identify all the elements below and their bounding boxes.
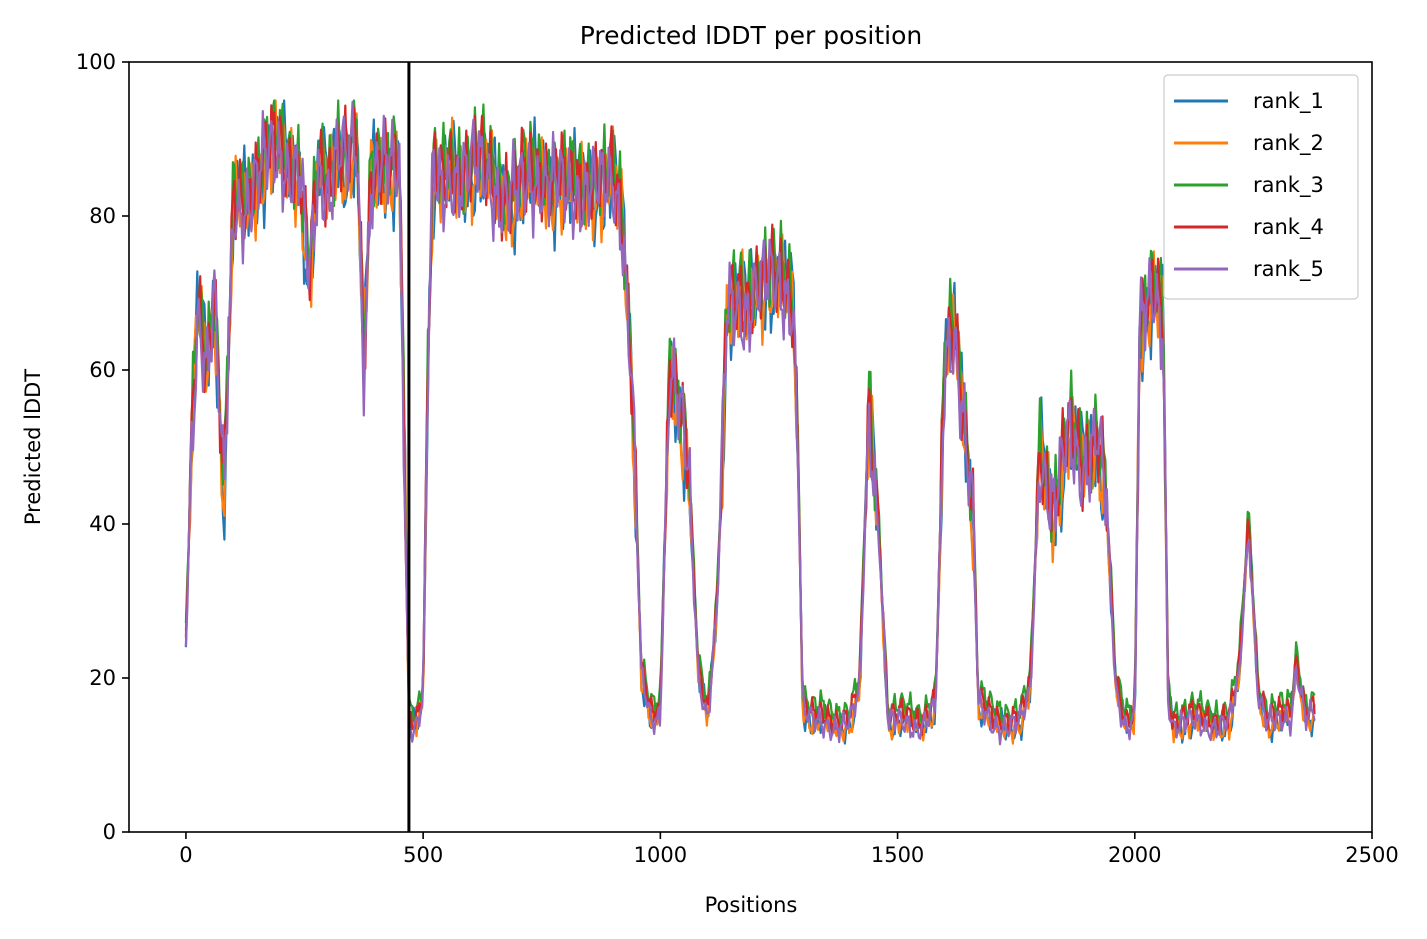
chart-title: Predicted lDDT per position (580, 21, 922, 50)
y-tick-label: 0 (103, 820, 116, 844)
x-axis-label: Positions (705, 893, 798, 917)
y-tick-label: 60 (89, 358, 116, 382)
x-tick-label: 1000 (634, 843, 687, 867)
x-tick-label: 2000 (1108, 843, 1161, 867)
legend-label-rank_4: rank_4 (1253, 215, 1324, 240)
plot-frame (128, 61, 1373, 833)
x-axis-ticks: 0 500 1000 1500 2000 2500 (179, 832, 1399, 867)
legend-label-rank_3: rank_3 (1253, 173, 1324, 198)
x-tick-label: 500 (403, 843, 443, 867)
y-tick-label: 80 (89, 204, 116, 228)
legend-label-rank_1: rank_1 (1253, 89, 1324, 114)
series-lines (184, 99, 1316, 746)
legend-box (1163, 74, 1359, 300)
x-tick-label: 2500 (1345, 843, 1398, 867)
legend-label-rank_5: rank_5 (1253, 257, 1324, 282)
x-tick-label: 1500 (871, 843, 924, 867)
y-axis-ticks: 0 20 40 60 80 100 (76, 50, 129, 844)
y-tick-label: 20 (89, 666, 116, 690)
y-tick-label: 40 (89, 512, 116, 536)
y-tick-label: 100 (76, 50, 116, 74)
legend-label-rank_2: rank_2 (1253, 131, 1324, 156)
legend: rank_1 rank_2 rank_3 rank_4 rank_5 (1163, 74, 1359, 300)
y-axis-label: Predicted lDDT (21, 369, 45, 525)
x-tick-label: 0 (179, 843, 192, 867)
series-line-rank_5 (184, 100, 1316, 746)
